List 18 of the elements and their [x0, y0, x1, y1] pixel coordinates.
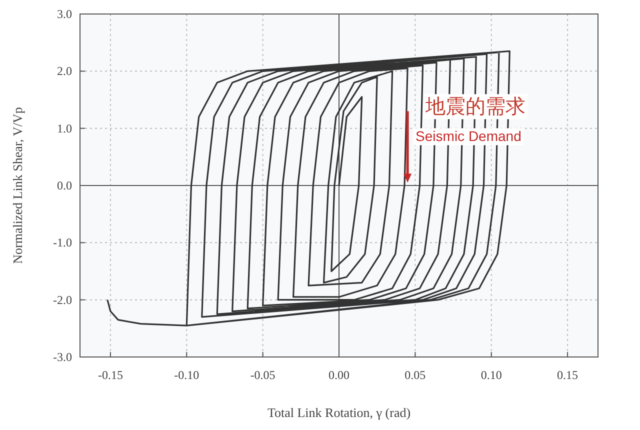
y-tick-label: -3.0	[53, 350, 72, 364]
x-tick-label: 0.00	[328, 368, 350, 382]
x-tick-label: 0.10	[480, 368, 502, 382]
y-tick-label: 0.0	[57, 178, 72, 192]
x-axis-title: Total Link Rotation, γ (rad)	[267, 405, 411, 420]
y-axis-title: Normalized Link Shear, V/Vp	[10, 107, 25, 264]
y-tick-label: 1.0	[57, 121, 72, 136]
x-tick-label: 0.15	[557, 368, 578, 382]
x-tick-label: -0.15	[98, 368, 123, 382]
x-tick-label: -0.05	[250, 368, 276, 382]
y-tick-label: 2.0	[57, 64, 72, 78]
y-tick-label: -2.0	[53, 292, 72, 307]
annotation: 地震的需求	[424, 94, 526, 118]
x-tick-label: -0.10	[174, 368, 200, 382]
annotation: Seismic Demand	[416, 128, 522, 144]
y-tick-label: -1.0	[53, 236, 72, 250]
x-tick-label: 0.05	[404, 368, 426, 382]
y-tick-label: 3.0	[57, 7, 72, 21]
